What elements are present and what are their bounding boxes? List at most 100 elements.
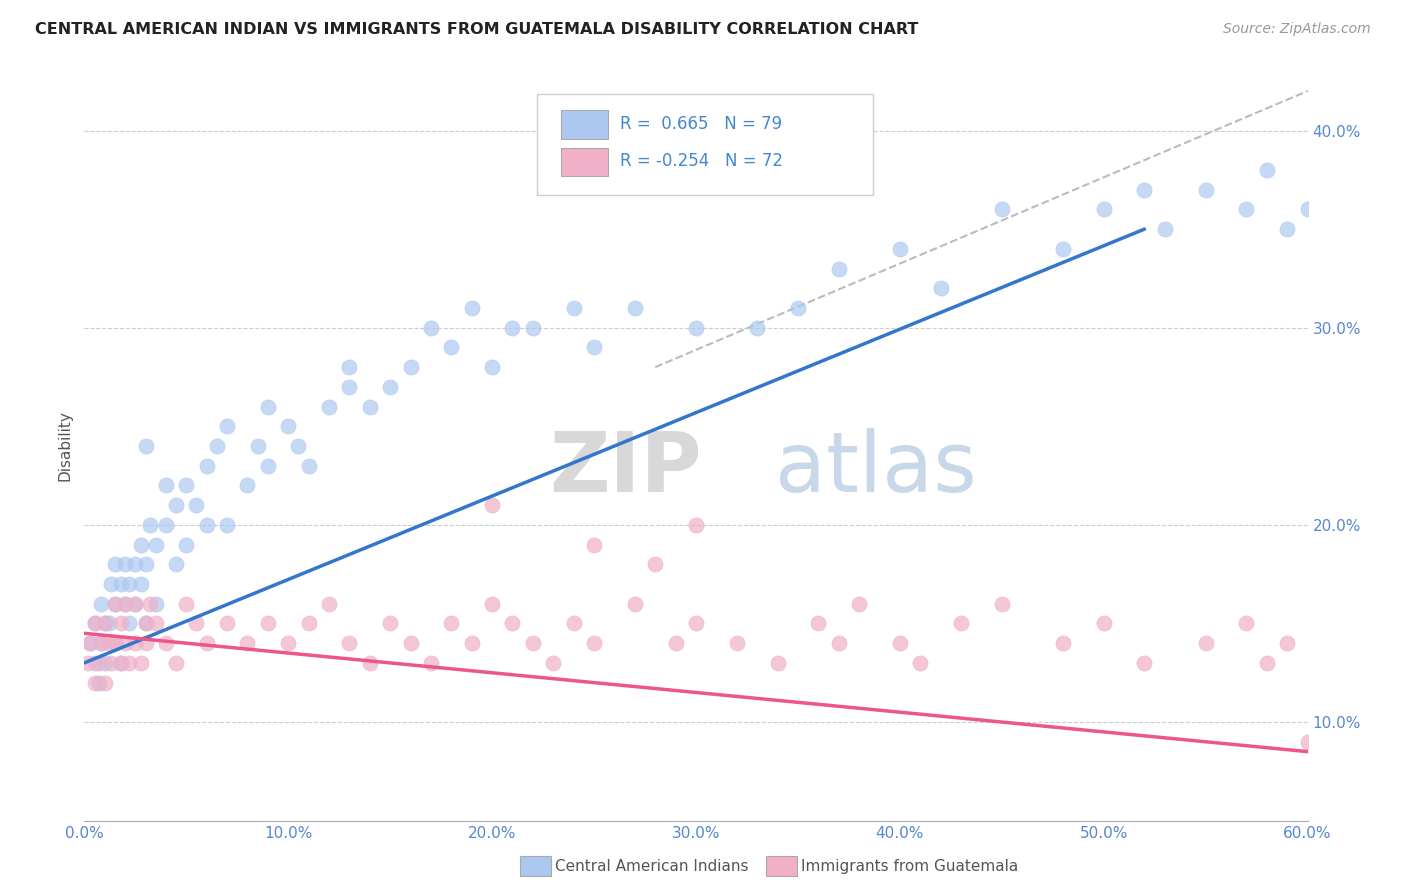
Point (359, 400, 381, 414)
Point (339, 636, 361, 650)
Point (124, 597, 146, 611)
Point (1133, 183, 1156, 197)
Point (100, 656, 122, 670)
Point (93, 616, 115, 631)
Point (97, 636, 120, 650)
Text: ZIP: ZIP (550, 428, 702, 509)
Point (87, 656, 110, 670)
Point (1133, 656, 1156, 670)
Point (481, 597, 503, 611)
Point (165, 558, 187, 572)
Point (339, 360, 361, 375)
Point (138, 597, 160, 611)
Point (114, 597, 136, 611)
Point (481, 498, 503, 512)
Point (298, 616, 321, 631)
Point (135, 636, 157, 650)
Point (787, 301, 810, 315)
FancyBboxPatch shape (537, 94, 873, 195)
Point (118, 577, 141, 591)
Point (257, 616, 280, 631)
Point (277, 419, 299, 434)
Point (991, 202, 1014, 217)
Point (104, 597, 127, 611)
Point (807, 616, 830, 631)
Point (131, 538, 153, 552)
Point (889, 636, 911, 650)
Point (318, 597, 340, 611)
Point (124, 558, 146, 572)
Point (165, 656, 187, 670)
Point (1092, 616, 1115, 631)
Point (889, 242, 911, 256)
Point (461, 636, 484, 650)
Point (97, 616, 120, 631)
Point (624, 597, 647, 611)
FancyBboxPatch shape (561, 148, 607, 177)
Point (104, 636, 127, 650)
Point (186, 616, 208, 631)
Point (929, 281, 952, 295)
FancyBboxPatch shape (561, 111, 607, 139)
Point (124, 597, 146, 611)
Point (79, 636, 101, 650)
Point (420, 656, 443, 670)
Point (104, 636, 127, 650)
Point (685, 517, 707, 532)
Point (155, 636, 177, 650)
Point (1236, 202, 1258, 217)
Point (848, 597, 870, 611)
Point (90, 636, 112, 650)
Point (583, 636, 606, 650)
Point (1195, 183, 1218, 197)
Point (1296, 735, 1319, 749)
Point (118, 616, 141, 631)
Point (481, 360, 503, 375)
Point (1052, 636, 1074, 650)
Point (83, 675, 105, 690)
Point (277, 636, 299, 650)
Point (174, 597, 197, 611)
Point (1154, 222, 1177, 236)
Point (257, 400, 280, 414)
Point (318, 400, 340, 414)
Point (110, 616, 132, 631)
Point (339, 380, 361, 394)
Point (135, 616, 157, 631)
Point (155, 478, 177, 492)
Point (174, 478, 197, 492)
Point (991, 597, 1014, 611)
Point (114, 636, 136, 650)
Point (725, 636, 748, 650)
Point (93, 616, 115, 631)
Point (79, 636, 101, 650)
Point (399, 360, 422, 375)
Point (828, 261, 851, 276)
Point (522, 320, 544, 334)
Point (90, 597, 112, 611)
Point (828, 636, 851, 650)
Point (502, 320, 524, 334)
Point (910, 656, 932, 670)
Point (624, 301, 647, 315)
Point (583, 340, 606, 354)
Text: CENTRAL AMERICAN INDIAN VS IMMIGRANTS FROM GUATEMALA DISABILITY CORRELATION CHAR: CENTRAL AMERICAN INDIAN VS IMMIGRANTS FR… (35, 22, 918, 37)
Point (1256, 163, 1278, 178)
Point (110, 656, 132, 670)
Point (104, 597, 127, 611)
Point (287, 439, 309, 453)
Point (217, 419, 239, 434)
Point (461, 301, 484, 315)
Point (90, 636, 112, 650)
Point (298, 458, 321, 473)
Point (195, 517, 218, 532)
Point (138, 517, 160, 532)
Point (118, 656, 141, 670)
Point (562, 301, 585, 315)
Point (110, 656, 132, 670)
Point (145, 616, 167, 631)
Point (665, 636, 688, 650)
Point (83, 616, 105, 631)
Point (83, 656, 105, 670)
Point (583, 538, 606, 552)
